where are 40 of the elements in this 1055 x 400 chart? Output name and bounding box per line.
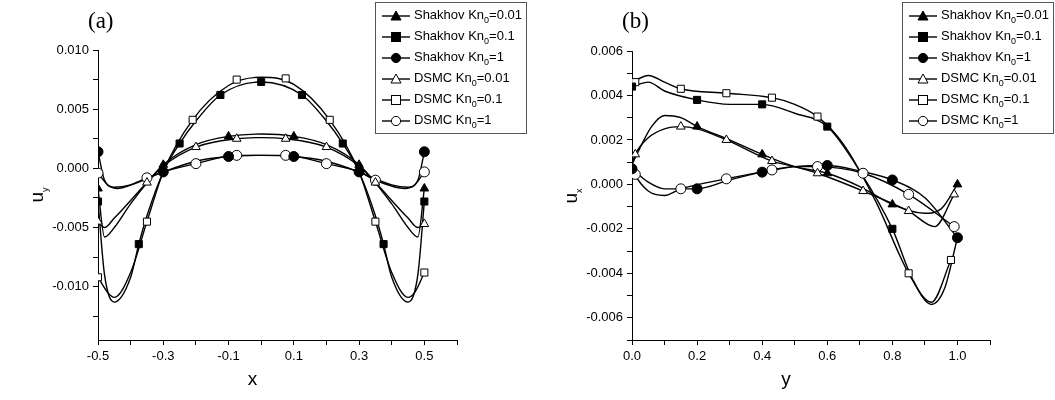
- legend-label: Shakhov Kn$_{0}$=0.1: [413, 27, 515, 46]
- x-tick-label: 0.2: [688, 348, 707, 364]
- y-tick-label: 0.004: [590, 87, 623, 103]
- x-axis-title: y: [781, 368, 791, 390]
- legend-label: Shakhov Kn$_{0}$=1: [940, 48, 1031, 67]
- x-tick-label: -0.3: [152, 348, 175, 364]
- legend-label: DSMC Kn$_{0}$=0.01: [413, 69, 510, 88]
- chart-title: (b): [622, 8, 649, 34]
- x-tick-label: -0.1: [217, 348, 240, 364]
- legend-label: Shakhov Kn$_{0}$=0.1: [940, 27, 1042, 46]
- y-tick-label: -0.004: [586, 264, 623, 280]
- x-axis-title: x: [247, 368, 258, 390]
- y-tick-label: 0.002: [590, 131, 623, 147]
- x-tick-label: -0.5: [86, 348, 110, 364]
- legend-label: DSMC Kn$_{0}$=0.1: [940, 90, 1030, 109]
- x-tick-label: 0.3: [350, 348, 369, 364]
- legend-label: Shakhov Kn$_{0}$=0.01: [940, 6, 1049, 25]
- y-tick-label: -0.006: [586, 309, 623, 325]
- y-tick-label: 0.006: [590, 42, 623, 58]
- x-tick-label: 0.4: [753, 348, 772, 364]
- y-tick-label: 0.010: [56, 41, 89, 57]
- legend-label: Shakhov Kn$_{0}$=0.01: [413, 6, 522, 25]
- x-tick-label: 0.5: [415, 348, 434, 364]
- x-tick-label: 0.1: [284, 348, 303, 364]
- legend-label: DSMC Kn$_{0}$=1: [413, 111, 492, 130]
- y-tick-label: -0.002: [586, 220, 623, 236]
- legend-label: DSMC Kn$_{0}$=1: [940, 111, 1019, 130]
- y-tick-label: 0.000: [590, 175, 623, 191]
- x-tick-label: 1.0: [948, 348, 967, 364]
- legend-label: DSMC Kn$_{0}$=0.01: [940, 69, 1037, 88]
- x-tick-label: 0.6: [818, 348, 837, 364]
- legend-label: Shakhov Kn$_{0}$=1: [413, 48, 504, 67]
- legend-label: DSMC Kn$_{0}$=0.1: [413, 90, 503, 109]
- x-tick-label: 0.0: [622, 348, 642, 364]
- x-tick-label: 0.8: [883, 348, 902, 364]
- y-tick-label: 0.000: [56, 159, 89, 175]
- chart-title: (a): [88, 8, 114, 34]
- y-tick-label: -0.010: [52, 278, 89, 294]
- y-tick-label: 0.005: [56, 100, 89, 116]
- y-tick-label: -0.005: [52, 219, 89, 235]
